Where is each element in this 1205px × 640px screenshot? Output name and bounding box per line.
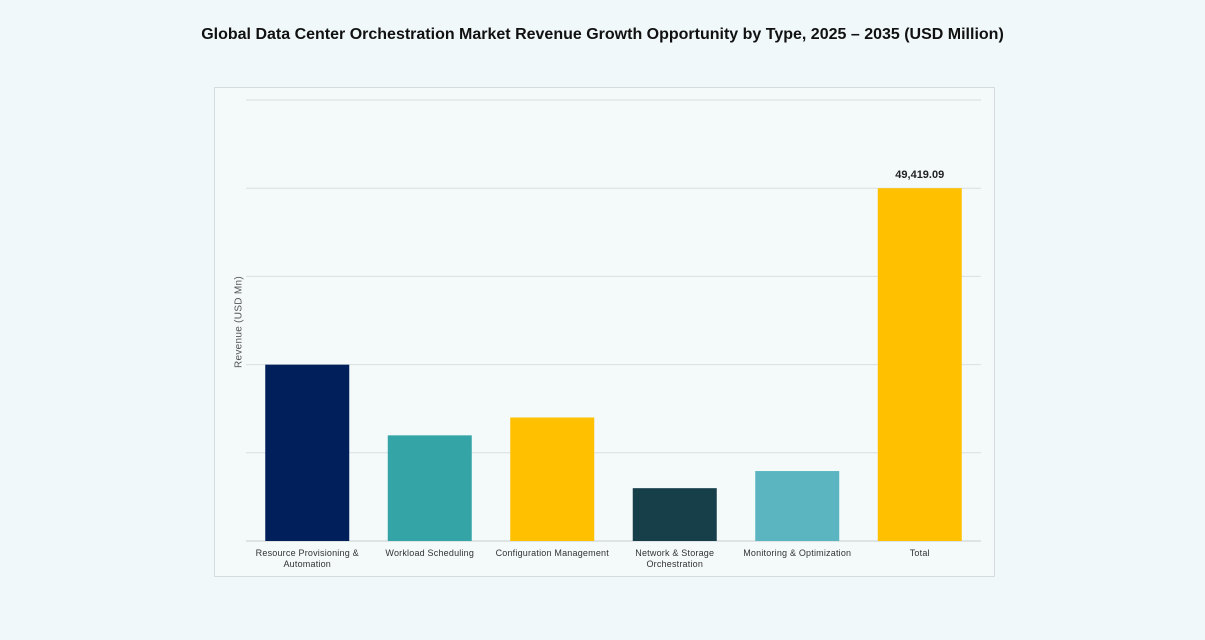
chart-title: Global Data Center Orchestration Market … bbox=[201, 26, 1004, 43]
y-axis-label: Revenue (USD Mn) bbox=[233, 275, 245, 369]
x-tick-label: Monitoring & Optimization bbox=[743, 548, 852, 558]
x-tick-label: Configuration Management bbox=[495, 548, 609, 558]
x-tick-label: Total bbox=[909, 548, 930, 558]
bar bbox=[510, 417, 595, 541]
x-tick-label: Workload Scheduling bbox=[385, 548, 475, 558]
bar bbox=[387, 435, 472, 541]
bar bbox=[877, 188, 962, 541]
bar bbox=[265, 364, 350, 541]
x-tick-label: Network & Storage Orchestration bbox=[635, 548, 715, 569]
bar bbox=[755, 471, 840, 541]
x-tick-label: Resource Provisioning & Automation bbox=[255, 548, 359, 569]
data-label: 49,419.09 bbox=[895, 169, 945, 182]
bar bbox=[632, 488, 717, 541]
